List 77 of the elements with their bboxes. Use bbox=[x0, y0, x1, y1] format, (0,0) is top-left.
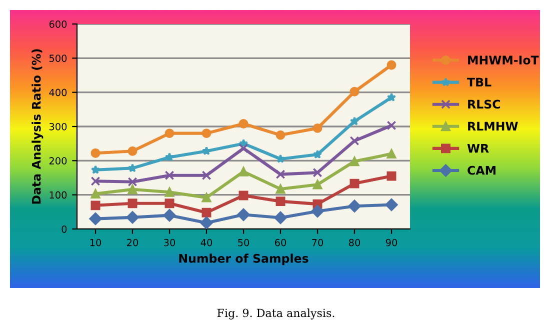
point bbox=[386, 149, 396, 159]
point bbox=[312, 123, 322, 133]
point bbox=[202, 170, 212, 180]
point bbox=[238, 190, 248, 200]
point bbox=[164, 187, 174, 197]
legend-label: WR bbox=[467, 144, 489, 153]
point bbox=[276, 130, 286, 140]
x-tick-label: 30 bbox=[164, 238, 176, 246]
caption: Fig. 9. Data analysis. bbox=[217, 308, 334, 320]
legend-label: RLSC bbox=[468, 100, 500, 109]
point bbox=[350, 116, 360, 126]
y-tick-label: 600 bbox=[49, 20, 67, 28]
y-axis-title: Data Analysis Ratio (%) bbox=[32, 49, 44, 204]
point bbox=[128, 184, 138, 194]
point bbox=[126, 211, 139, 224]
point bbox=[128, 198, 138, 208]
x-tick-label: 10 bbox=[90, 238, 102, 246]
point bbox=[202, 192, 212, 202]
x-tick-label: 70 bbox=[312, 238, 324, 246]
point bbox=[89, 212, 102, 226]
x-tick-label: 40 bbox=[200, 238, 212, 246]
point bbox=[238, 166, 248, 176]
point bbox=[385, 198, 398, 212]
point bbox=[386, 171, 396, 181]
point bbox=[128, 177, 138, 187]
point bbox=[90, 189, 100, 199]
point bbox=[386, 92, 396, 102]
point bbox=[312, 150, 322, 159]
point bbox=[386, 120, 396, 130]
point bbox=[202, 128, 212, 138]
point bbox=[312, 180, 322, 190]
y-tick-label: 100 bbox=[50, 191, 67, 199]
point bbox=[276, 184, 286, 194]
x-tick-label: 80 bbox=[348, 238, 360, 246]
point bbox=[386, 60, 396, 70]
x-axis-title: Number of Samples bbox=[179, 254, 308, 266]
point bbox=[164, 198, 174, 208]
legend-label: TBL bbox=[467, 78, 492, 86]
point bbox=[350, 178, 360, 188]
point bbox=[164, 152, 174, 162]
point bbox=[238, 144, 248, 154]
point bbox=[202, 208, 212, 218]
x-tick-label: 60 bbox=[274, 238, 286, 246]
point bbox=[90, 176, 100, 186]
point bbox=[274, 211, 287, 224]
legend-label: RLMHW bbox=[468, 122, 518, 131]
point bbox=[202, 146, 212, 156]
point bbox=[238, 119, 248, 128]
point bbox=[348, 200, 361, 212]
point bbox=[90, 148, 100, 158]
legend-label: CAM bbox=[468, 166, 496, 175]
point bbox=[90, 165, 100, 174]
y-tick-label: 400 bbox=[49, 88, 67, 96]
point bbox=[237, 208, 250, 221]
point bbox=[128, 163, 138, 172]
point bbox=[311, 204, 324, 218]
point bbox=[164, 170, 174, 180]
point bbox=[128, 146, 138, 156]
point bbox=[163, 209, 176, 222]
point bbox=[350, 156, 360, 166]
x-tick-label: 50 bbox=[238, 238, 250, 246]
y-tick-label: 200 bbox=[49, 157, 67, 164]
y-tick-label: 0 bbox=[62, 225, 67, 233]
legend-label: MHWM-IoT bbox=[468, 56, 539, 65]
point bbox=[312, 168, 322, 178]
x-tick-label: 90 bbox=[386, 238, 398, 246]
point bbox=[350, 86, 360, 96]
point bbox=[276, 196, 286, 206]
y-tick-label: 300 bbox=[49, 122, 67, 130]
y-tick-label: 500 bbox=[49, 54, 67, 62]
point bbox=[200, 216, 213, 229]
x-tick-label: 20 bbox=[127, 238, 138, 246]
point bbox=[350, 136, 360, 146]
point bbox=[276, 170, 286, 180]
point bbox=[164, 128, 174, 138]
point bbox=[90, 200, 100, 210]
point bbox=[276, 154, 286, 163]
